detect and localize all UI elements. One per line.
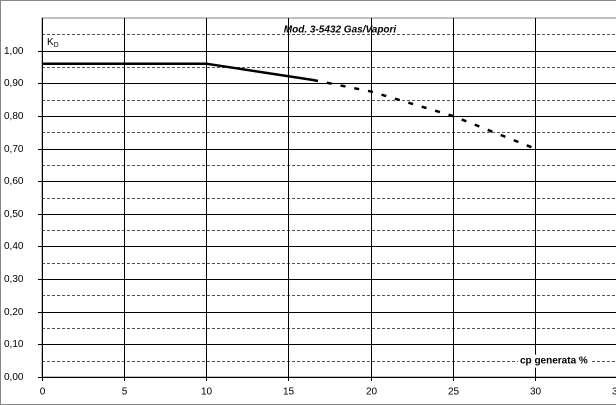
y-tick-label: 0,60 — [4, 176, 24, 187]
y-axis-label-main: K — [47, 37, 54, 48]
data-line — [42, 62, 314, 82]
x-tick-label: 20 — [366, 387, 378, 398]
x-tick-label: 25 — [448, 387, 460, 398]
y-axis-label-subscript: D — [54, 42, 59, 49]
x-tick-label: 30 — [530, 387, 542, 398]
x-axis-label-bg — [518, 354, 590, 368]
chart-title: Mod. 3-5432 Gas/Vapori — [284, 25, 397, 36]
y-tick-label: 0,50 — [4, 209, 24, 220]
x-axis-label: cp generata % — [520, 356, 588, 367]
y-tick-label: 0,30 — [4, 274, 24, 285]
y-tick-label: 0,90 — [4, 78, 24, 89]
x-tick-label: 10 — [201, 387, 213, 398]
y-tick-label: 0,40 — [4, 241, 24, 252]
y-tick-label: 0,10 — [4, 339, 24, 350]
y-tick-label: 0,00 — [4, 372, 24, 383]
y-tick-label: 0,80 — [4, 111, 24, 122]
x-tick-label: 15 — [283, 387, 295, 398]
x-tick-label: 5 — [122, 387, 128, 398]
y-tick-label: 1,00 — [4, 46, 24, 57]
x-tick-label: 0 — [40, 387, 46, 398]
plot-area — [41, 17, 616, 378]
y-axis-label: KD — [47, 37, 59, 49]
y-tick-label: 0,20 — [4, 307, 24, 318]
x-tick-label: 35 — [612, 387, 616, 398]
y-tick-label: 0,70 — [4, 144, 24, 155]
data-line — [312, 78, 536, 150]
